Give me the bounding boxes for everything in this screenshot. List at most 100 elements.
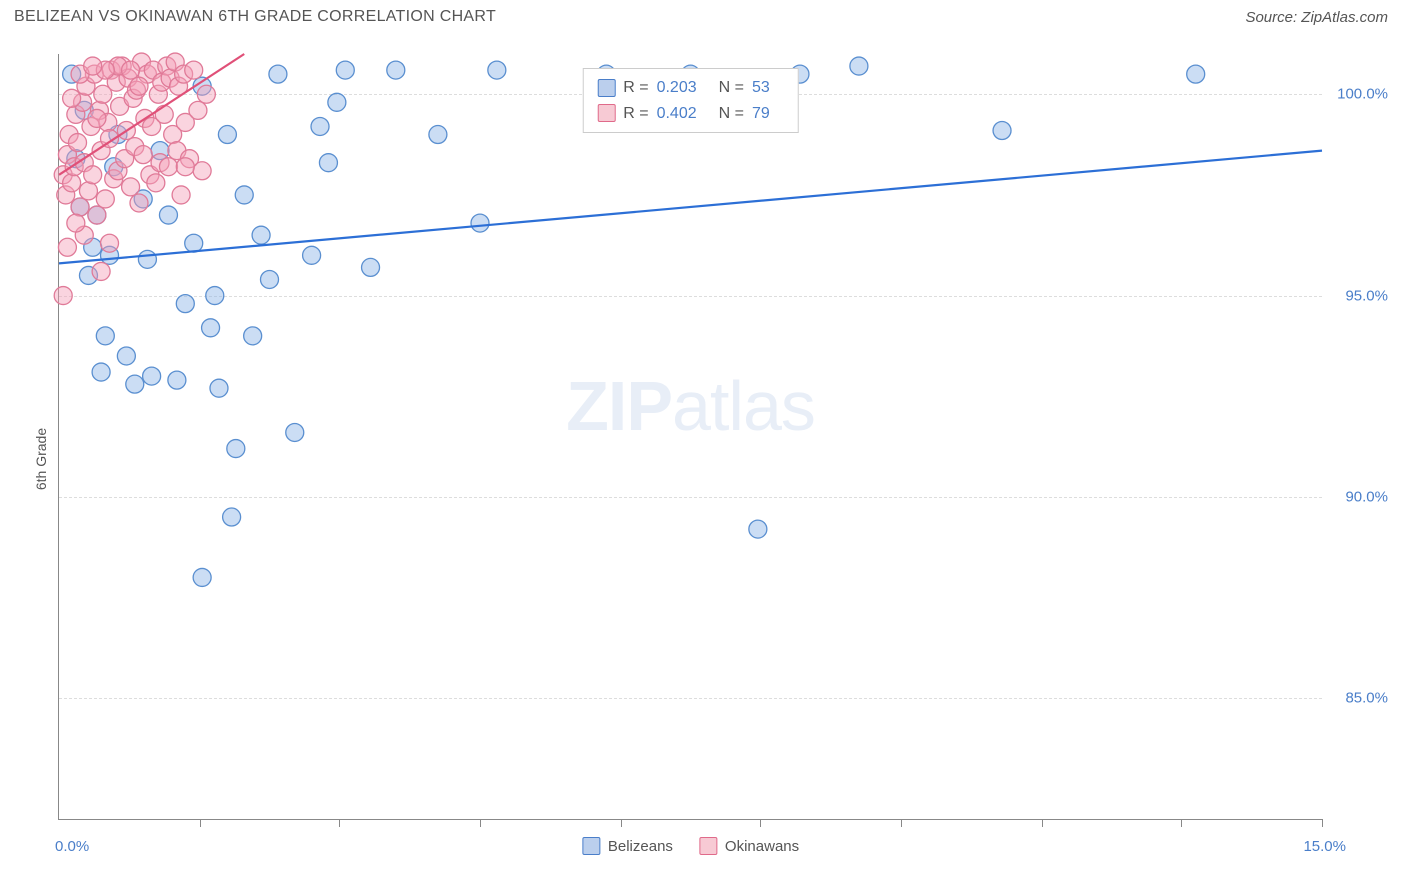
data-point: [336, 61, 354, 79]
x-tick: [1181, 819, 1182, 827]
data-point: [176, 158, 194, 176]
legend-swatch: [597, 79, 615, 97]
y-tick-label: 95.0%: [1345, 287, 1388, 304]
data-point: [168, 371, 186, 389]
data-point: [189, 101, 207, 119]
legend-swatch: [582, 837, 600, 855]
r-value: 0.402: [657, 101, 697, 127]
y-tick-label: 90.0%: [1345, 488, 1388, 505]
data-point: [244, 327, 262, 345]
data-point: [155, 105, 173, 123]
data-point: [130, 77, 148, 95]
series-legend: Belizeans Okinawans: [582, 837, 799, 855]
x-tick: [760, 819, 761, 827]
data-point: [63, 174, 81, 192]
data-point: [328, 93, 346, 111]
data-point: [185, 234, 203, 252]
source-label: Source: ZipAtlas.com: [1245, 9, 1388, 26]
data-point: [143, 367, 161, 385]
data-point: [130, 194, 148, 212]
data-point: [261, 270, 279, 288]
data-point: [749, 520, 767, 538]
trend-line: [59, 151, 1322, 264]
data-point: [223, 508, 241, 526]
data-point: [227, 440, 245, 458]
chart-area: 6th Grade ZIPatlas R = 0.203 N = 53 R = …: [14, 40, 1392, 878]
data-point: [206, 287, 224, 305]
data-point: [218, 126, 236, 144]
data-point: [79, 182, 97, 200]
data-point: [488, 61, 506, 79]
data-point: [67, 214, 85, 232]
data-point: [303, 246, 321, 264]
data-point: [138, 250, 156, 268]
data-point: [126, 375, 144, 393]
data-point: [850, 57, 868, 75]
data-point: [84, 57, 102, 75]
y-tick-label: 100.0%: [1337, 86, 1388, 103]
data-point: [92, 262, 110, 280]
legend-label: Belizeans: [608, 838, 673, 855]
correlation-legend: R = 0.203 N = 53 R = 0.402 N = 79: [582, 68, 799, 133]
r-label: R =: [623, 101, 648, 127]
chart-header: BELIZEAN VS OKINAWAN 6TH GRADE CORRELATI…: [0, 0, 1406, 30]
x-tick: [1042, 819, 1043, 827]
plot-svg: [59, 54, 1322, 819]
x-tick: [339, 819, 340, 827]
data-point: [202, 319, 220, 337]
data-point: [185, 61, 203, 79]
data-point: [1187, 65, 1205, 83]
x-tick: [901, 819, 902, 827]
chart-title: BELIZEAN VS OKINAWAN 6TH GRADE CORRELATI…: [14, 8, 496, 26]
data-point: [319, 154, 337, 172]
legend-item: Belizeans: [582, 837, 673, 855]
x-axis-max-label: 15.0%: [1303, 838, 1346, 855]
data-point: [993, 122, 1011, 140]
data-point: [92, 363, 110, 381]
data-point: [269, 65, 287, 83]
n-label: N =: [719, 75, 744, 101]
data-point: [311, 117, 329, 135]
data-point: [88, 206, 106, 224]
data-point: [286, 423, 304, 441]
n-label: N =: [719, 101, 744, 127]
data-point: [159, 158, 177, 176]
data-point: [84, 166, 102, 184]
legend-item: Okinawans: [699, 837, 799, 855]
x-tick: [621, 819, 622, 827]
data-point: [193, 162, 211, 180]
data-point: [362, 258, 380, 276]
data-point: [122, 61, 140, 79]
legend-swatch: [699, 837, 717, 855]
data-point: [71, 198, 89, 216]
y-tick-label: 85.0%: [1345, 690, 1388, 707]
data-point: [88, 109, 106, 127]
data-point: [96, 327, 114, 345]
data-point: [96, 190, 114, 208]
data-point: [54, 287, 72, 305]
data-point: [471, 214, 489, 232]
data-point: [235, 186, 253, 204]
data-point: [176, 295, 194, 313]
data-point: [58, 238, 76, 256]
data-point: [147, 174, 165, 192]
data-point: [69, 134, 87, 152]
data-point: [193, 568, 211, 586]
legend-label: Okinawans: [725, 838, 799, 855]
data-point: [252, 226, 270, 244]
data-point: [387, 61, 405, 79]
data-point: [101, 234, 119, 252]
data-point: [210, 379, 228, 397]
n-value: 79: [752, 101, 770, 127]
legend-stat-row: R = 0.402 N = 79: [597, 101, 784, 127]
x-tick: [1322, 819, 1323, 827]
plot-region: ZIPatlas R = 0.203 N = 53 R = 0.402 N = …: [58, 54, 1322, 820]
data-point: [172, 186, 190, 204]
data-point: [197, 85, 215, 103]
x-tick: [200, 819, 201, 827]
data-point: [63, 89, 81, 107]
y-axis-label: 6th Grade: [33, 428, 49, 490]
data-point: [429, 126, 447, 144]
x-axis-min-label: 0.0%: [55, 838, 89, 855]
data-point: [122, 178, 140, 196]
